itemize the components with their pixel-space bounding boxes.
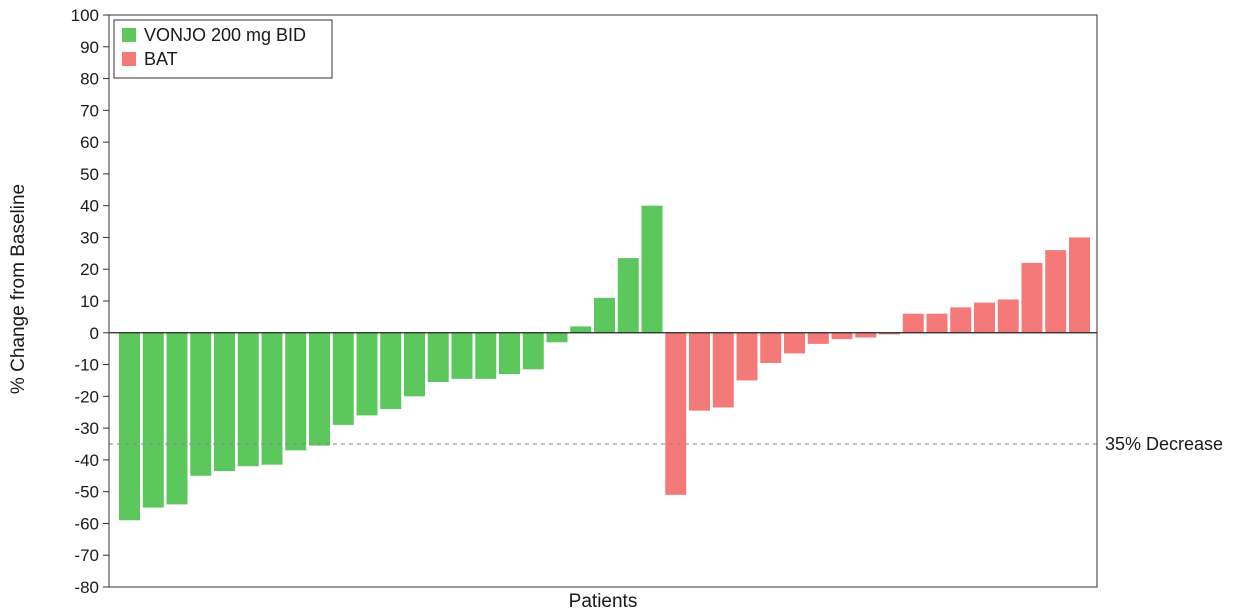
y-tick-label: 80: [80, 70, 99, 89]
legend-swatch: [122, 28, 136, 42]
bar-bat-13: [950, 307, 972, 333]
bar-bat-5: [760, 332, 782, 363]
y-axis-ticks: 1009080706050403020100-10-20-30-40-50-60…: [71, 6, 109, 597]
legend-swatch: [122, 52, 136, 66]
y-tick-label: -10: [74, 356, 99, 375]
bar-vonjo-3: [166, 332, 188, 505]
bar-vonjo-4: [190, 332, 212, 476]
bar-bat-9: [855, 332, 877, 338]
y-tick-label: 10: [80, 292, 99, 311]
bar-vonjo-2: [142, 332, 164, 508]
bar-bat-10: [879, 332, 900, 335]
bar-vonjo-7: [261, 332, 283, 465]
y-tick-label: 50: [80, 165, 99, 184]
bar-bat-2: [689, 332, 710, 411]
bar-bat-6: [784, 332, 805, 354]
x-axis-title: Patients: [569, 591, 638, 611]
y-tick-label: 100: [71, 6, 99, 25]
bar-bat-7: [807, 332, 829, 344]
legend-label: BAT: [144, 49, 178, 69]
y-tick-label: -20: [74, 387, 99, 406]
y-tick-label: -30: [74, 419, 99, 438]
bar-bat-8: [831, 332, 853, 340]
bar-vonjo-23: [641, 205, 663, 333]
y-tick-label: -40: [74, 451, 99, 470]
bar-bat-3: [712, 332, 734, 408]
bars-group: [119, 205, 1090, 521]
y-tick-label: 20: [80, 260, 99, 279]
y-tick-label: -80: [74, 578, 99, 597]
bar-vonjo-14: [427, 332, 449, 383]
bar-vonjo-9: [309, 332, 330, 446]
bar-vonjo-13: [404, 332, 425, 397]
y-tick-label: 40: [80, 197, 99, 216]
bar-bat-11: [902, 313, 924, 333]
bar-vonjo-18: [522, 332, 544, 370]
y-axis-title: % Change from Baseline: [8, 184, 29, 394]
y-tick-label: 90: [80, 38, 99, 57]
bar-bat-14: [974, 302, 995, 333]
bar-vonjo-17: [499, 332, 520, 375]
bar-bat-12: [926, 313, 948, 333]
y-tick-label: -70: [74, 546, 99, 565]
bar-vonjo-19: [546, 332, 568, 343]
bar-vonjo-12: [380, 332, 402, 410]
bar-vonjo-15: [451, 332, 473, 379]
bar-bat-18: [1069, 237, 1090, 333]
y-tick-label: 70: [80, 101, 99, 120]
plot-area-frame: [108, 14, 1098, 588]
bar-vonjo-5: [214, 332, 235, 472]
bar-bat-16: [1021, 262, 1043, 333]
bar-vonjo-16: [475, 332, 497, 379]
legend-label: VONJO 200 mg BID: [144, 25, 306, 45]
bar-vonjo-10: [332, 332, 354, 425]
y-tick-label: 30: [80, 228, 99, 247]
bar-bat-15: [997, 299, 1019, 333]
bar-bat-1: [665, 332, 687, 495]
legend: VONJO 200 mg BID BAT: [113, 19, 333, 79]
bar-vonjo-20: [570, 326, 592, 333]
bar-vonjo-22: [617, 258, 639, 333]
bar-vonjo-11: [356, 332, 378, 416]
bar-bat-4: [736, 332, 758, 381]
legend-box: [113, 19, 333, 79]
y-tick-label: -60: [74, 514, 99, 533]
y-tick-label: 0: [90, 324, 99, 343]
y-tick-label: -50: [74, 483, 99, 502]
bar-vonjo-6: [237, 332, 259, 467]
bar-bat-17: [1045, 250, 1067, 333]
bar-vonjo-8: [285, 332, 307, 451]
reference-line-label: 35% Decrease: [1105, 434, 1223, 454]
y-tick-label: 60: [80, 133, 99, 152]
bar-vonjo-21: [594, 297, 615, 333]
bar-vonjo-1: [119, 332, 140, 521]
